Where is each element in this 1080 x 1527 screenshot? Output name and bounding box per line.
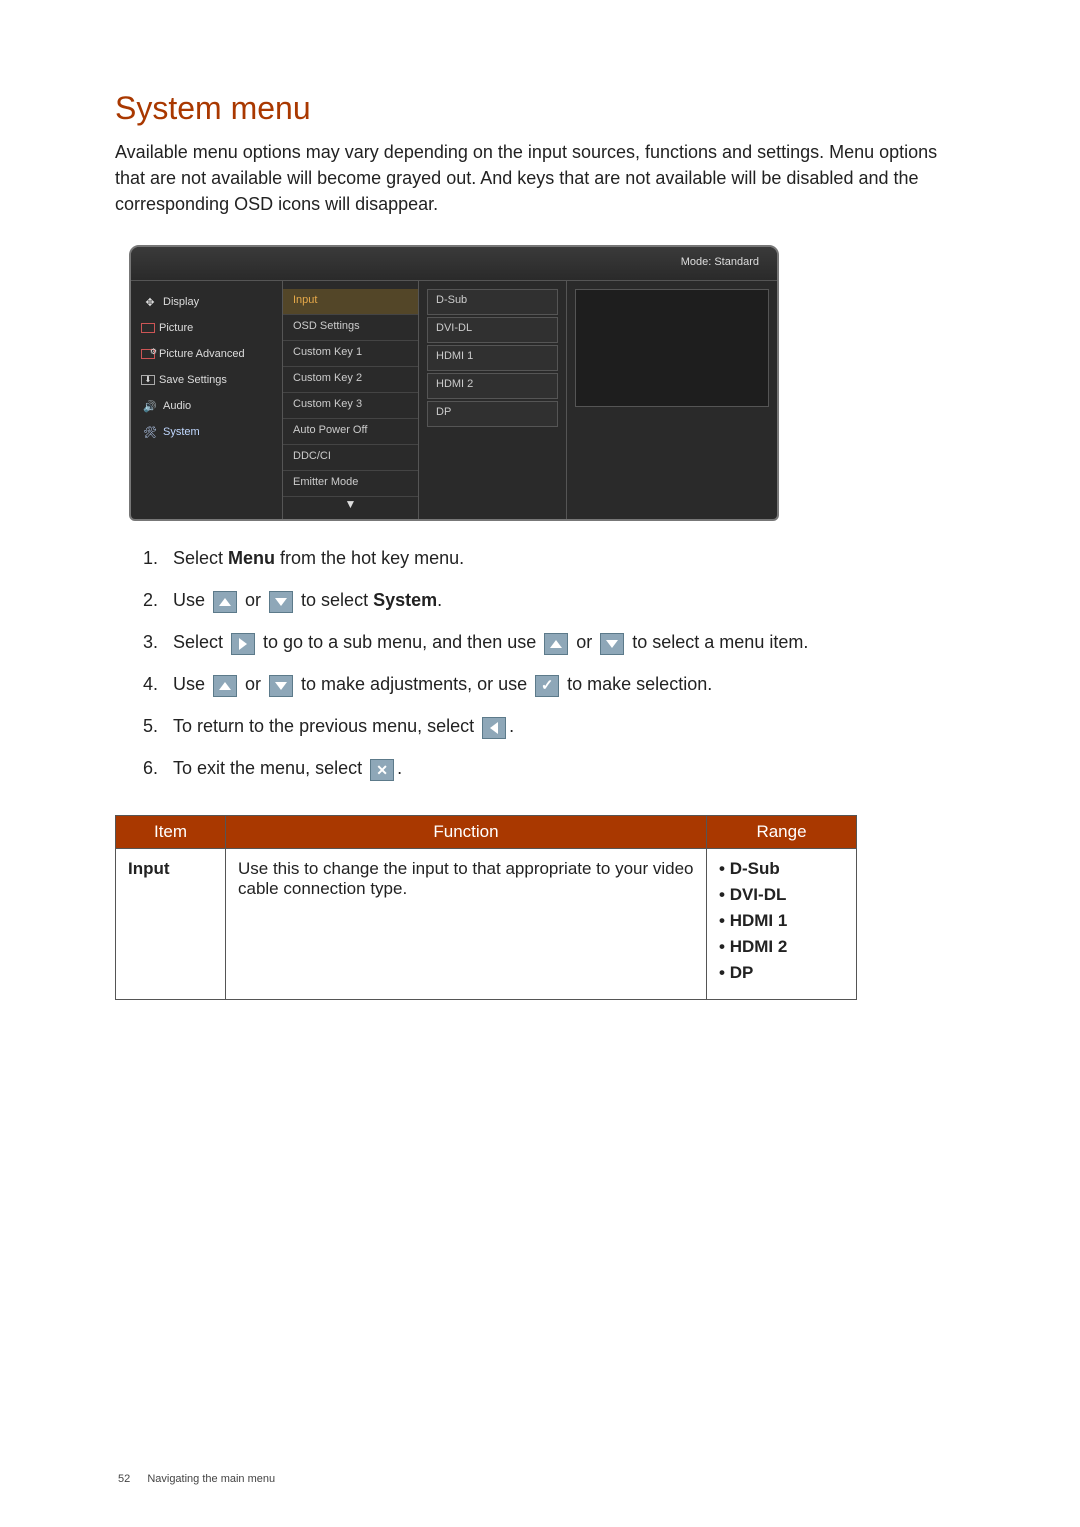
osd-mid-menu: Input OSD Settings Custom Key 1 Custom K…: [283, 281, 419, 519]
osd-left-menu: ✥Display Picture ⚙Picture Advanced ⬇Save…: [131, 281, 283, 519]
mid-ddcci[interactable]: DDC/CI: [283, 445, 418, 471]
mid-ck2[interactable]: Custom Key 2: [283, 367, 418, 393]
picture-icon: [141, 323, 155, 333]
th-function: Function: [226, 816, 707, 849]
down-icon: [269, 675, 293, 697]
picture-adv-icon: ⚙: [141, 349, 155, 359]
step-1: Select Menu from the hot key menu.: [143, 545, 965, 571]
osd-right-menu: D-Sub DVI-DL HDMI 1 HDMI 2 DP: [419, 281, 567, 519]
page-footer: 52 Navigating the main menu: [118, 1473, 275, 1485]
opt-dsub[interactable]: D-Sub: [427, 289, 558, 315]
function-table: Item Function Range Input Use this to ch…: [115, 815, 857, 1000]
down-icon: [269, 591, 293, 613]
system-icon: 🛠: [141, 426, 159, 439]
check-icon: [535, 675, 559, 697]
menu-picture-advanced[interactable]: ⚙Picture Advanced: [131, 341, 282, 367]
down-icon: [600, 633, 624, 655]
left-icon: [482, 717, 506, 739]
instruction-steps: Select Menu from the hot key menu. Use o…: [143, 545, 965, 781]
mid-auto-power[interactable]: Auto Power Off: [283, 419, 418, 445]
page-number: 52: [118, 1473, 130, 1485]
step-5: To return to the previous menu, select .: [143, 713, 965, 739]
display-icon: ✥: [141, 296, 159, 309]
opt-dp[interactable]: DP: [427, 401, 558, 427]
step-2: Use or to select System.: [143, 587, 965, 613]
mid-emitter[interactable]: Emitter Mode: [283, 471, 418, 497]
osd-screenshot: Mode: Standard ✥Display Picture ⚙Picture…: [129, 245, 951, 521]
table-row: Input Use this to change the input to th…: [116, 849, 857, 1000]
step-6: To exit the menu, select .: [143, 755, 965, 781]
up-icon: [213, 591, 237, 613]
mid-input[interactable]: Input: [283, 289, 418, 315]
step-4: Use or to make adjustments, or use to ma…: [143, 671, 965, 697]
audio-icon: 🔊: [141, 400, 159, 413]
footer-text: Navigating the main menu: [147, 1473, 275, 1485]
osd-preview: [567, 281, 777, 519]
x-icon: [370, 759, 394, 781]
up-icon: [544, 633, 568, 655]
cell-item: Input: [116, 849, 226, 1000]
mid-scroll-down-icon[interactable]: ▼: [283, 497, 418, 519]
th-range: Range: [707, 816, 857, 849]
opt-hdmi1[interactable]: HDMI 1: [427, 345, 558, 371]
right-icon: [231, 633, 255, 655]
mid-ck1[interactable]: Custom Key 1: [283, 341, 418, 367]
mid-osd-settings[interactable]: OSD Settings: [283, 315, 418, 341]
page-title: System menu: [115, 90, 965, 127]
step-3: Select to go to a sub menu, and then use…: [143, 629, 965, 655]
cell-range: • D-Sub • DVI-DL • HDMI 1 • HDMI 2 • DP: [707, 849, 857, 1000]
up-icon: [213, 675, 237, 697]
menu-picture[interactable]: Picture: [131, 315, 282, 341]
menu-save-settings[interactable]: ⬇Save Settings: [131, 367, 282, 393]
menu-system[interactable]: 🛠System: [131, 419, 282, 445]
osd-header: Mode: Standard: [131, 247, 777, 281]
menu-display[interactable]: ✥Display: [131, 289, 282, 315]
th-item: Item: [116, 816, 226, 849]
intro-text: Available menu options may vary dependin…: [115, 139, 965, 217]
mode-label: Mode: Standard: [681, 256, 759, 268]
menu-audio[interactable]: 🔊Audio: [131, 393, 282, 419]
save-icon: ⬇: [141, 375, 155, 385]
mid-ck3[interactable]: Custom Key 3: [283, 393, 418, 419]
opt-hdmi2[interactable]: HDMI 2: [427, 373, 558, 399]
opt-dvidl[interactable]: DVI-DL: [427, 317, 558, 343]
cell-function: Use this to change the input to that app…: [226, 849, 707, 1000]
